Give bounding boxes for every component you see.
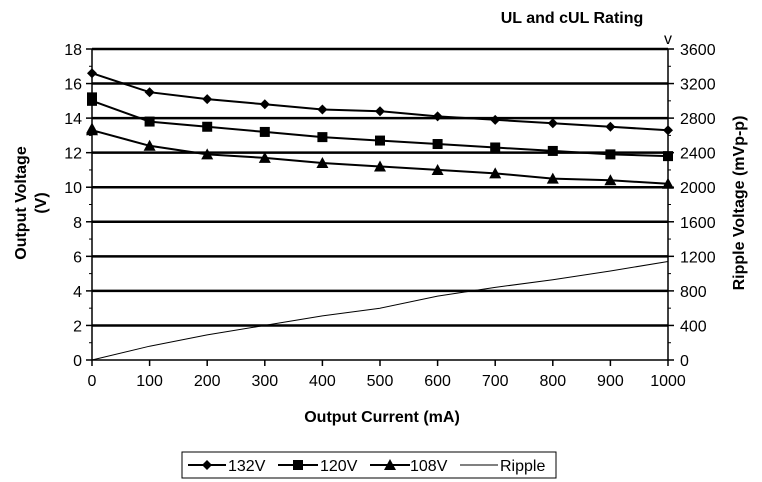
x-axis-title: Output Current (mA)	[304, 409, 460, 426]
data-point	[489, 167, 502, 179]
legend-item-120v: 120V	[278, 458, 358, 475]
x-tick-label: 1000	[650, 373, 686, 390]
series-132v	[87, 68, 673, 136]
data-point	[663, 125, 673, 136]
legend-item-ripple: Ripple	[460, 458, 545, 475]
series-line	[91, 72, 669, 132]
data-point	[605, 121, 616, 132]
series-108v	[86, 122, 674, 189]
data-point	[662, 177, 674, 189]
data-point	[663, 151, 673, 162]
y2-axis-title: Ripple Voltage (mVp-p)	[731, 116, 748, 291]
series-layer	[86, 68, 674, 361]
legend-item-108v: 108V	[370, 458, 448, 475]
data-point	[490, 142, 501, 153]
x-tick-label: 200	[194, 373, 221, 390]
legend-swatch-marker	[293, 460, 303, 470]
x-tick-label: 300	[251, 373, 278, 390]
data-point	[431, 163, 444, 175]
y2-tick-label: 3600	[680, 42, 716, 59]
x-tick-label: 700	[482, 373, 509, 390]
data-point	[316, 157, 329, 169]
x-tick-label: 900	[597, 373, 624, 390]
y2-axis-ticks: 0 400 800 1200 1600 2000 2400 2800 3200 3600	[668, 42, 716, 370]
data-point	[201, 148, 214, 160]
y2-tick-label: 2400	[680, 146, 716, 163]
y-tick-label: 10	[64, 180, 82, 197]
x-tick-label: 600	[424, 373, 451, 390]
data-point	[605, 149, 616, 160]
y-axis-title-line1: Output Voltage	[13, 146, 30, 260]
x-tick-label: 500	[367, 373, 394, 390]
data-point	[375, 135, 385, 146]
data-point	[432, 139, 443, 150]
x-tick-label: 800	[539, 373, 566, 390]
data-point	[87, 95, 97, 106]
data-point	[604, 174, 617, 186]
y-tick-label: 6	[73, 249, 82, 266]
y-tick-label: 2	[73, 318, 82, 335]
legend: 132V 120V 108V Ripple	[181, 451, 557, 479]
x-tick-label: 400	[309, 373, 336, 390]
series-line	[91, 261, 669, 361]
y2-tick-label: 1600	[680, 215, 716, 232]
y2-tick-label: 800	[680, 284, 707, 301]
legend-label: 108V	[410, 458, 448, 475]
data-point	[547, 118, 558, 129]
gridlines	[92, 47, 668, 327]
data-point	[202, 94, 213, 105]
y-axis-ticks: 0 2 4 6 8 10 12 14 16 18	[64, 42, 92, 370]
data-point	[87, 68, 97, 79]
data-point	[144, 87, 155, 98]
legend-label: 132V	[228, 458, 266, 475]
y-tick-label: 12	[64, 146, 82, 163]
data-point	[144, 116, 155, 127]
legend-swatch-marker	[384, 459, 396, 470]
x-tick-label: 100	[136, 373, 163, 390]
data-point	[374, 160, 386, 172]
x-tick-label: 0	[88, 373, 97, 390]
y-tick-label: 16	[64, 77, 82, 94]
y2-tick-label: 1200	[680, 249, 716, 266]
y2-tick-label: 2800	[680, 111, 716, 128]
y2-tick-label: 400	[680, 318, 707, 335]
data-point	[258, 151, 271, 163]
data-point	[546, 172, 559, 184]
chart-title: UL and cUL Rating	[501, 10, 644, 27]
data-point	[143, 139, 156, 151]
legend-swatch-marker	[202, 460, 212, 470]
legend-item-132v: 132V	[188, 458, 266, 475]
data-point	[547, 145, 558, 156]
y2-corner-unit: v	[664, 31, 672, 48]
data-point	[259, 99, 270, 110]
legend-label: 120V	[320, 458, 358, 475]
data-point	[259, 126, 270, 137]
data-point	[375, 106, 385, 117]
data-point	[202, 121, 213, 132]
data-point	[317, 132, 328, 143]
y-tick-label: 18	[64, 42, 82, 59]
y2-tick-label: 0	[680, 353, 689, 370]
y-tick-label: 4	[73, 284, 82, 301]
data-point	[490, 114, 501, 125]
series-ripple	[91, 261, 669, 361]
series-120v	[87, 92, 673, 162]
data-point	[86, 124, 98, 136]
data-point	[317, 104, 328, 115]
y2-tick-label: 2000	[680, 180, 716, 197]
y-tick-label: 0	[73, 353, 82, 370]
data-point	[432, 111, 443, 122]
y2-tick-label: 3200	[680, 77, 716, 94]
x-axis-ticks: 0 100 200 300 400 500 600 700 800 900 1000	[88, 360, 686, 390]
legend-label: Ripple	[500, 458, 545, 475]
y-tick-label: 8	[73, 215, 82, 232]
y-tick-label: 14	[64, 111, 82, 128]
y-axis-title-line2: (V)	[33, 192, 50, 213]
